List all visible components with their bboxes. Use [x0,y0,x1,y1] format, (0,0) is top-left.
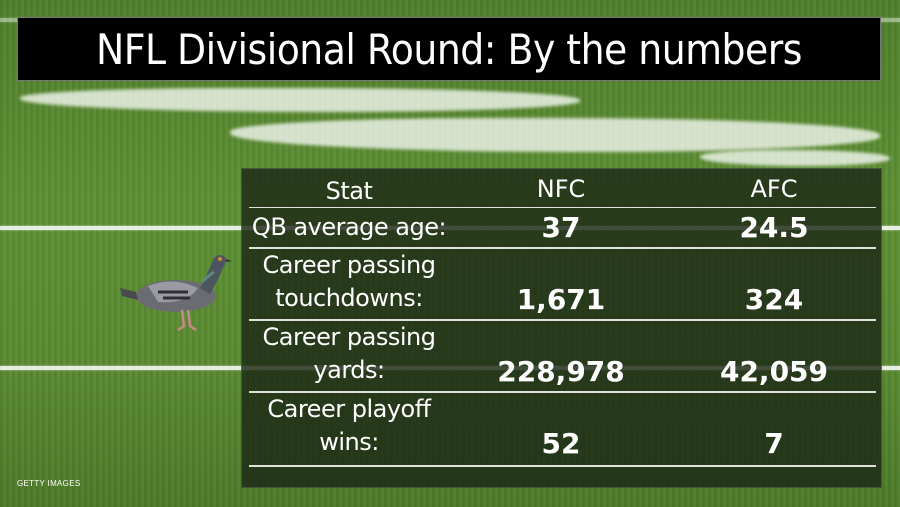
column-header-nfc: NFC [536,175,586,203]
row-label-line: Career passing [262,323,436,351]
afc-value: 24.5 [739,211,809,244]
afc-value: 42,059 [719,355,829,388]
page-title: NFL Divisional Round: By the numbers [17,17,881,81]
row-label-line: Career passing [262,251,436,279]
stats-table: Stat NFC AFC QB average age: 37 24.5 Car… [241,168,882,488]
table-row: Career playoff wins: 52 7 [249,393,876,467]
field-logo-paint [230,118,880,152]
row-label: Career passing yards: [249,321,449,387]
nfc-value: 37 [541,211,581,244]
nfc-value: 1,671 [516,283,606,316]
row-label: Career playoff wins: [249,393,449,459]
column-header-stat: Stat [325,177,373,205]
table-row: QB average age: 37 24.5 [249,209,876,249]
row-label-line: wins: [319,428,379,456]
photo-credit: GETTY IMAGES [17,479,81,488]
field-logo-paint [700,150,890,166]
row-label-line: touchdowns: [275,284,423,312]
pigeon-icon [120,255,232,332]
nfc-value: 52 [541,427,581,460]
table-row: Career passing touchdowns: 1,671 324 [249,249,876,321]
field-logo-paint [20,88,580,112]
afc-value: 7 [764,427,784,460]
column-header-afc: AFC [750,175,798,203]
nfc-value: 228,978 [497,355,625,388]
row-label-line: yards: [313,356,385,384]
table-row: Career passing yards: 228,978 42,059 [249,321,876,393]
row-label-line: Career playoff [267,395,431,423]
row-label: QB average age: [251,213,447,241]
afc-value: 324 [744,283,804,316]
table-header-row: Stat NFC AFC [249,171,876,208]
row-label: Career passing touchdowns: [249,249,449,315]
